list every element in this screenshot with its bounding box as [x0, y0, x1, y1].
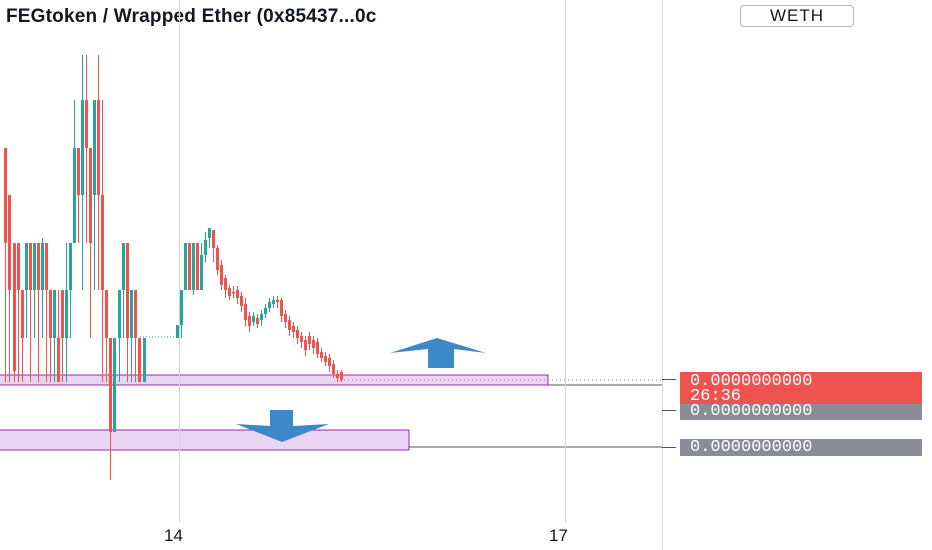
- candle-countdown: 26:36: [690, 387, 742, 406]
- candle-body: [292, 326, 295, 332]
- candlestick-chart[interactable]: [0, 0, 662, 522]
- candle-body: [264, 308, 267, 314]
- candle-body: [308, 336, 311, 344]
- candle-body: [248, 316, 251, 326]
- candle-body: [130, 290, 133, 338]
- gridline-17: [565, 0, 566, 522]
- candle-body: [300, 336, 303, 342]
- candle-body: [33, 243, 36, 290]
- candle-body: [65, 290, 68, 338]
- candle-body: [312, 340, 315, 348]
- candle-body: [332, 364, 335, 374]
- candle-body: [143, 338, 146, 382]
- candle-body: [53, 290, 56, 338]
- candle-body: [192, 243, 195, 290]
- candle-body: [188, 243, 191, 290]
- candle-body: [272, 300, 275, 304]
- candle-body: [228, 288, 231, 296]
- candle-body: [41, 243, 44, 290]
- candle-body: [216, 248, 219, 270]
- candle-body: [208, 228, 211, 238]
- candle-body: [204, 240, 207, 255]
- candle-body: [180, 290, 183, 325]
- price-scale-divider: [662, 0, 663, 550]
- candle-body: [268, 302, 271, 308]
- time-label-14: 14: [164, 526, 183, 545]
- candle-body: [224, 278, 227, 290]
- candle-body: [77, 148, 80, 195]
- candle-body: [236, 290, 239, 298]
- candle-body: [89, 148, 92, 243]
- candle-body: [284, 314, 287, 322]
- candle-body: [220, 265, 223, 285]
- arrow-down-icon: [236, 410, 329, 442]
- candle-body: [244, 304, 247, 320]
- candle-body: [69, 243, 72, 290]
- candle-body: [138, 338, 141, 382]
- candle-body: [240, 296, 243, 306]
- price-tick-mark: [662, 379, 676, 380]
- chart-canvas[interactable]: [0, 0, 662, 522]
- candle-body: [134, 290, 137, 338]
- candle-body: [200, 255, 203, 290]
- candle-body: [17, 243, 20, 290]
- candle-body: [260, 314, 263, 320]
- candle-body: [320, 352, 323, 358]
- candle-body: [118, 290, 121, 338]
- candle-body: [13, 243, 16, 371]
- candle-body: [176, 325, 179, 338]
- price-tick-mark: [662, 410, 676, 411]
- candle-body: [340, 372, 343, 380]
- candle-body: [97, 100, 100, 195]
- candle-body: [81, 100, 84, 195]
- price-tick-mark: [662, 447, 676, 448]
- candle-body: [212, 230, 215, 248]
- candle-body: [37, 243, 40, 290]
- quote-currency-badge[interactable]: WETH: [740, 5, 854, 27]
- candle-body: [109, 338, 112, 432]
- last-price-value: 0.0000000000: [690, 372, 813, 391]
- candle-body: [101, 195, 104, 290]
- candle-body: [196, 243, 199, 290]
- candle-body: [126, 243, 129, 338]
- candle-body: [25, 243, 28, 290]
- candle-body: [45, 243, 48, 290]
- candle-body: [316, 342, 319, 354]
- resistance-zone: [0, 374, 549, 386]
- horizontal-line-price-label: 0.0000000000: [680, 403, 922, 420]
- candle-body: [122, 243, 125, 290]
- candle-body: [57, 338, 60, 382]
- candle-body: [21, 290, 24, 338]
- candle-body: [288, 320, 291, 330]
- last-price-label: 0.0000000000 26:36: [680, 372, 922, 405]
- gridline-14: [179, 0, 180, 522]
- arrow-up-icon: [390, 338, 486, 368]
- candle-body: [93, 100, 96, 195]
- candle-body: [184, 243, 187, 290]
- candle-body: [61, 290, 64, 338]
- candle-body: [328, 358, 331, 366]
- candle-body: [336, 374, 339, 378]
- time-axis[interactable]: [0, 522, 662, 550]
- candle-body: [324, 356, 327, 362]
- candle-body: [256, 318, 259, 324]
- support-zone: [0, 429, 410, 451]
- candle-body: [304, 340, 307, 350]
- candle-body: [4, 148, 7, 243]
- horizontal-line-price-label: 0.0000000000: [680, 439, 922, 456]
- candle-body: [280, 300, 283, 316]
- candle-body: [232, 292, 235, 294]
- candle-body: [252, 316, 255, 322]
- candle-body: [113, 338, 116, 432]
- candle-body: [85, 100, 88, 148]
- candle-body: [276, 300, 279, 302]
- symbol-title: FEGtoken / Wrapped Ether (0x85437...0c: [6, 6, 377, 27]
- candle-body: [73, 148, 76, 243]
- candle-body: [29, 243, 32, 290]
- time-label-17: 17: [549, 526, 568, 545]
- candle-body: [8, 195, 11, 290]
- candle-body: [296, 330, 299, 338]
- candle-body: [49, 290, 52, 338]
- candle-body: [105, 290, 108, 338]
